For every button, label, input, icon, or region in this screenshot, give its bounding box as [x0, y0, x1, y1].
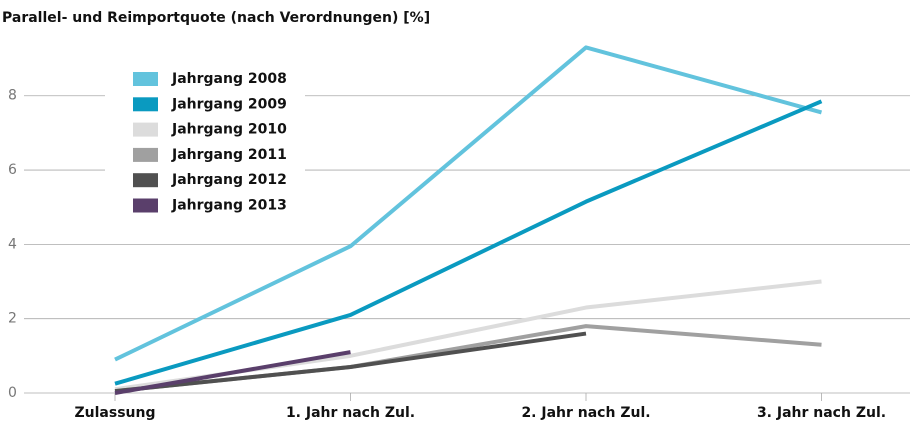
series-line [114, 45, 823, 362]
x-tick-label: 2. Jahr nach Zul. [521, 405, 650, 421]
legend-label: Jahrgang 2013 [171, 198, 287, 214]
series-line [114, 350, 351, 395]
legend-box [105, 64, 305, 222]
y-tick-label: 8 [8, 88, 17, 104]
legend-swatch [133, 198, 158, 213]
series-line [114, 99, 823, 386]
legend-label: Jahrgang 2008 [171, 71, 287, 87]
x-tick-label: 1. Jahr nach Zul. [286, 405, 415, 421]
y-tick-label: 0 [8, 385, 17, 401]
y-tick-label: 2 [8, 311, 17, 327]
legend-label: Jahrgang 2010 [171, 122, 287, 138]
chart-title: Parallel- und Reimportquote (nach Verord… [2, 10, 430, 26]
legend-swatch [133, 122, 158, 137]
x-tick-label: Zulassung [75, 405, 156, 421]
legend-swatch [133, 97, 158, 112]
y-tick-label: 4 [8, 236, 17, 252]
series-line [114, 331, 587, 394]
legend-label: Jahrgang 2011 [171, 147, 287, 163]
legend-swatch [133, 72, 158, 86]
legend-label: Jahrgang 2009 [171, 96, 287, 112]
legend-swatch [133, 173, 158, 188]
y-tick-label: 6 [8, 162, 17, 178]
x-tick-label: 3. Jahr nach Zul. [757, 405, 886, 421]
legend-label: Jahrgang 2012 [171, 172, 287, 188]
legend-swatch [133, 147, 158, 162]
